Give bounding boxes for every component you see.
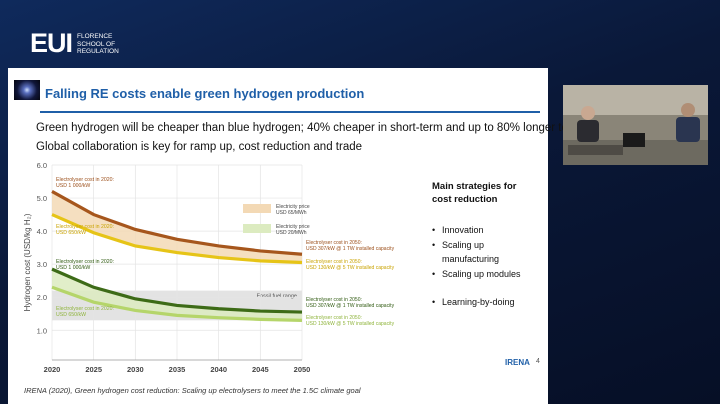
x-tick-label: 2020 (44, 365, 61, 374)
legend-label: Electricity price (276, 224, 310, 230)
logo-text: FLORENCE SCHOOL OF REGULATION (77, 33, 119, 56)
series-start-label: USD 650/kW (56, 230, 86, 236)
bullet: Global collaboration is key for ramp up,… (36, 141, 363, 153)
x-tick-label: 2045 (252, 365, 269, 374)
series-end-label: USD 307/kW @ 1 TW installed capacity (306, 303, 395, 309)
strategies-heading: Main strategies for cost reduction (432, 181, 517, 205)
series-line (51, 213, 303, 265)
series-line (51, 190, 303, 256)
webcam-video (563, 85, 708, 165)
strategy-item: Innovation (432, 223, 532, 237)
series-end-label: Electrolyser cost in 2050: (306, 297, 362, 303)
price-band (52, 269, 302, 321)
series-start-label: USD 650/kW (56, 312, 86, 318)
legend-swatch (243, 224, 271, 233)
series-end-label: Electrolyser cost in 2050: (306, 259, 362, 265)
x-tick-label: 2030 (127, 365, 144, 374)
legend-label: USD 20/MWh (276, 230, 307, 236)
bullet: Green hydrogen will be cheaper than blue… (36, 122, 582, 134)
chart: Fossil fuel range 1.0 2.0 3.0 4.0 5.0 6.0 2020 2… (23, 161, 395, 374)
series-start-label: Electrolyser cost in 2020: (56, 259, 114, 265)
legend-label: USD 65/MWh (276, 210, 307, 216)
price-band (52, 191, 302, 263)
strategy-item: Learning-by-doing (432, 295, 532, 309)
series-line (51, 285, 303, 322)
series-start-label: USD 1 000/kW (56, 265, 90, 271)
series-line (51, 267, 303, 314)
strategy-item: Scaling up modules (432, 267, 532, 281)
y-tick-label: 2.0 (37, 293, 47, 302)
page-number: 4 (536, 358, 540, 365)
y-tick-label: 3.0 (37, 260, 47, 269)
x-tick-label: 2050 (294, 365, 311, 374)
slide-title: Falling RE costs enable green hydrogen p… (45, 86, 365, 101)
strategy-item: Scaling up manufacturing (432, 238, 532, 266)
series-end-label: USD 130/kW @ 5 TW installed capacity (306, 265, 395, 271)
series-start-label: USD 1 000/kW (56, 183, 90, 189)
series-start-label: Electrolyser cost in 2020: (56, 224, 114, 230)
brand-logo: IRENA (505, 358, 530, 367)
x-tick-label: 2040 (210, 365, 227, 374)
y-tick-label: 6.0 (37, 161, 47, 170)
title-rule (40, 111, 540, 113)
series-end-label: Electrolyser cost in 2050: (306, 240, 362, 246)
legend-label: Electricity price (276, 204, 310, 210)
y-tick-label: 1.0 (37, 326, 47, 335)
series-end-label: Electrolyser cost in 2050: (306, 315, 362, 321)
y-axis-label: Hydrogen cost (USD/kg H₂) (23, 213, 32, 311)
series-end-label: USD 307/kW @ 1 TW installed capacity (306, 246, 395, 252)
logo-mark: EUI (30, 28, 73, 58)
logo-line: FLORENCE (77, 33, 113, 40)
title-image (14, 80, 40, 100)
logo-line: REGULATION (77, 48, 119, 55)
y-tick-label: 5.0 (37, 194, 47, 203)
legend-swatch (243, 204, 271, 213)
logo-line: SCHOOL OF (77, 40, 116, 48)
x-tick-label: 2035 (169, 365, 186, 374)
fossil-range-label: Fossil fuel range (257, 294, 297, 300)
series-end-label: USD 130/kW @ 5 TW installed capacity (306, 321, 395, 327)
x-tick-label: 2025 (85, 365, 102, 374)
series-start-label: Electrolyser cost in 2020: (56, 306, 114, 312)
series-start-label: Electrolyser cost in 2020: (56, 177, 114, 183)
source-note: IRENA (2020), Green hydrogen cost reduct… (24, 386, 361, 395)
y-tick-label: 4.0 (37, 227, 47, 236)
slide: Fossil fuel range 1.0 2.0 3.0 4.0 5.0 6.0 2020 2… (8, 68, 581, 404)
